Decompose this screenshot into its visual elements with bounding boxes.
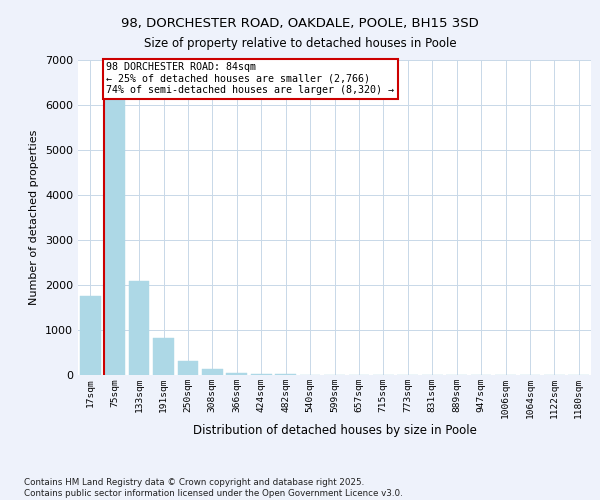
Bar xyxy=(153,338,174,375)
Bar xyxy=(80,296,101,375)
Bar xyxy=(104,96,125,375)
Text: 98 DORCHESTER ROAD: 84sqm
← 25% of detached houses are smaller (2,766)
74% of se: 98 DORCHESTER ROAD: 84sqm ← 25% of detac… xyxy=(106,62,394,96)
Y-axis label: Number of detached properties: Number of detached properties xyxy=(29,130,40,305)
Bar xyxy=(178,360,199,375)
Text: Size of property relative to detached houses in Poole: Size of property relative to detached ho… xyxy=(143,38,457,51)
Bar xyxy=(275,374,296,375)
Bar xyxy=(202,369,223,375)
Text: Contains HM Land Registry data © Crown copyright and database right 2025.
Contai: Contains HM Land Registry data © Crown c… xyxy=(24,478,403,498)
Bar xyxy=(251,374,272,375)
Bar xyxy=(226,372,247,375)
Bar xyxy=(128,280,149,375)
X-axis label: Distribution of detached houses by size in Poole: Distribution of detached houses by size … xyxy=(193,424,476,436)
Text: 98, DORCHESTER ROAD, OAKDALE, POOLE, BH15 3SD: 98, DORCHESTER ROAD, OAKDALE, POOLE, BH1… xyxy=(121,18,479,30)
